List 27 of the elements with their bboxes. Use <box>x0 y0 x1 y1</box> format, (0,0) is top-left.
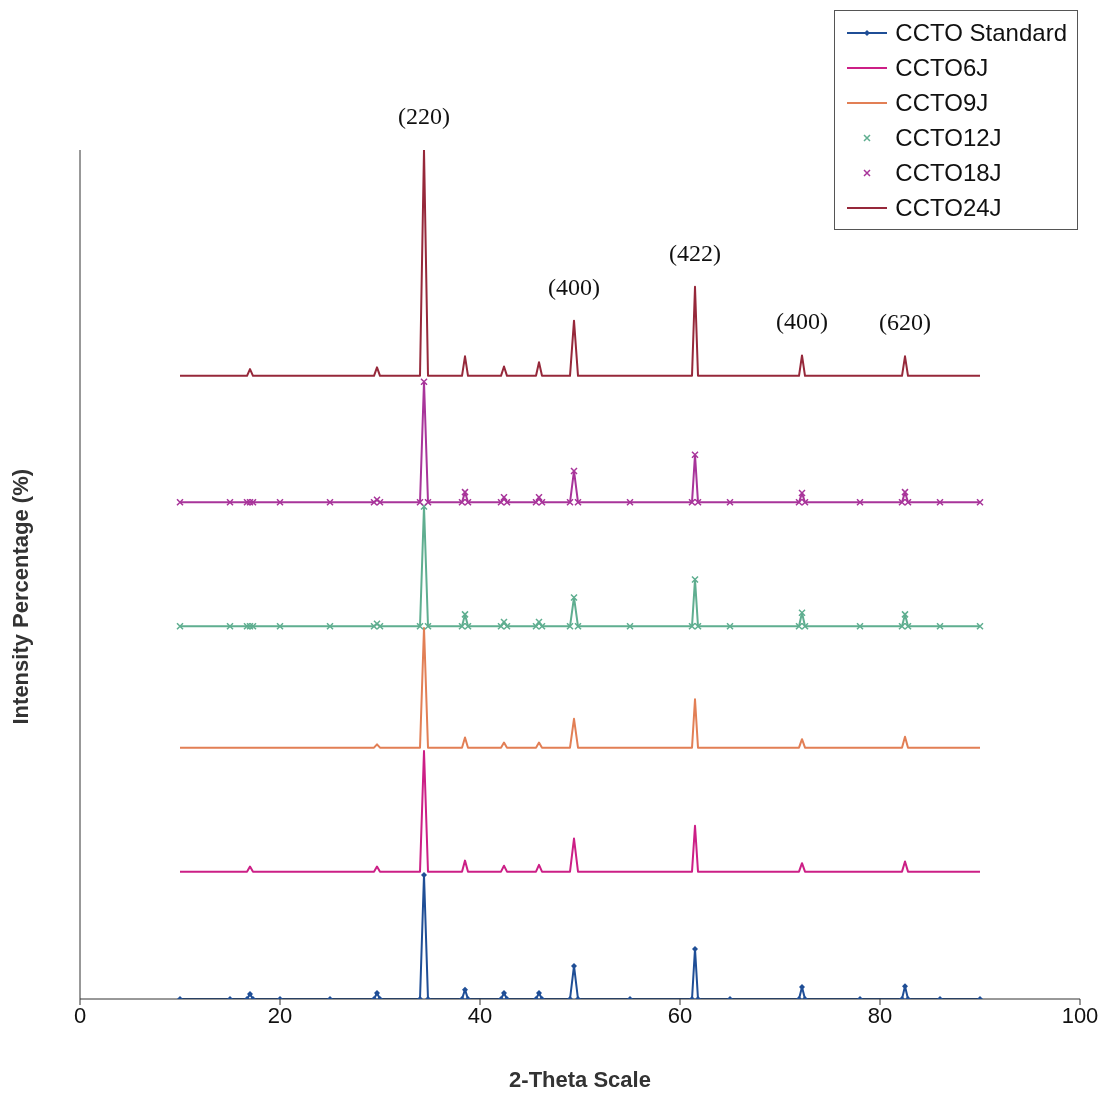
annotation: (400) <box>776 308 828 335</box>
x-tick-label: 80 <box>867 1002 893 1028</box>
point <box>374 990 380 997</box>
x-tick-label: 20 <box>267 1002 293 1028</box>
x-tick-label: 60 <box>667 1002 693 1028</box>
x-tick-label: 100 <box>1061 1002 1099 1028</box>
x-tick-label: 0 <box>73 1002 87 1028</box>
point <box>501 990 507 997</box>
legend-label: CCTO18J <box>895 158 1002 187</box>
legend-label: CCTO6J <box>895 53 989 82</box>
annotation: (620) <box>879 309 931 336</box>
legend-label: CCTO24J <box>895 193 1002 222</box>
point <box>247 990 253 997</box>
annotation: (220) <box>398 103 450 129</box>
point <box>571 962 577 969</box>
x-axis-title: 2-Theta Scale <box>509 1067 651 1092</box>
point <box>462 986 468 993</box>
x-tick-label: 40 <box>467 1002 493 1028</box>
y-axis-title: Intensity Percentage (%) <box>7 468 33 725</box>
legend-label: CCTO Standard <box>895 18 1067 47</box>
point <box>536 990 542 997</box>
annotation: (422) <box>669 239 721 266</box>
annotation: (400) <box>548 273 600 300</box>
point <box>692 945 698 952</box>
legend-label: CCTO12J <box>895 123 1002 152</box>
legend-label: CCTO9J <box>895 88 989 117</box>
point <box>798 489 806 497</box>
